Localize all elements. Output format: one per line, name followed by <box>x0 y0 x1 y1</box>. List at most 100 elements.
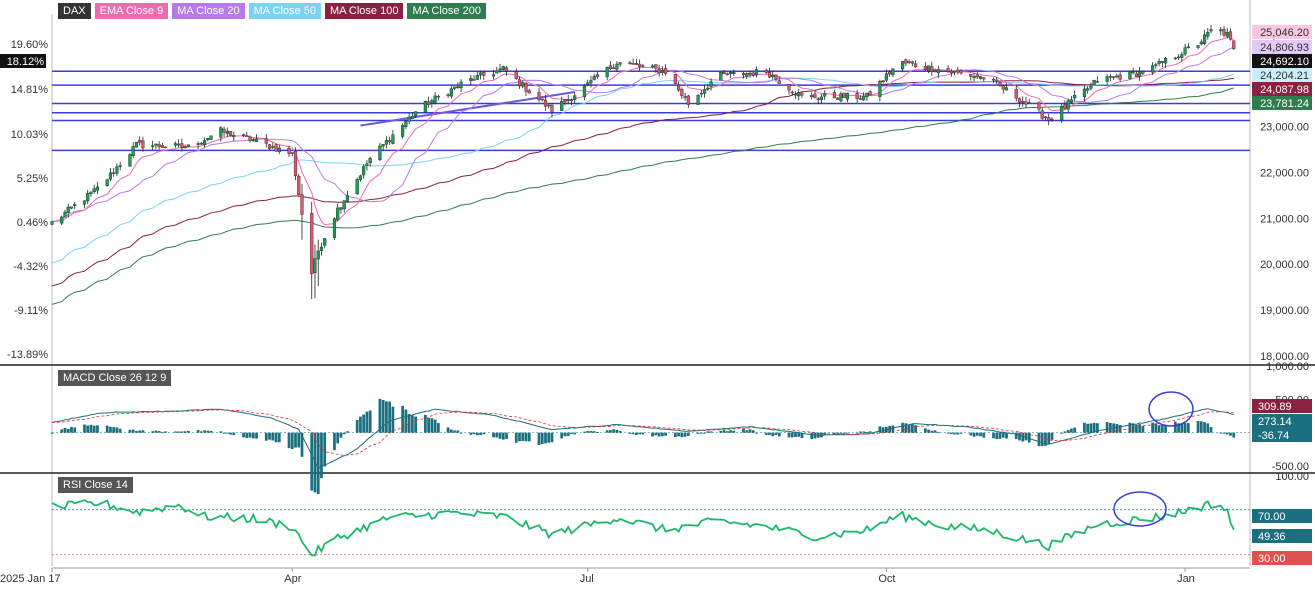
macd-histogram-bar <box>524 432 528 442</box>
candle-body <box>741 73 746 76</box>
macd-histogram-bar <box>206 430 210 433</box>
macd-histogram-bar <box>729 430 732 433</box>
candle-body <box>475 75 479 80</box>
candle-body <box>706 87 710 90</box>
macd-histogram-bar <box>323 432 327 467</box>
macd-histogram-bar <box>787 432 791 438</box>
macd-value-label: 309.89 <box>1258 401 1292 413</box>
macd-histogram-bar <box>316 432 320 495</box>
price-axis-tick-label: 22,000.00 <box>1260 167 1309 179</box>
rsi-legend: RSI Close 14 <box>58 477 133 493</box>
macd-histogram-bar <box>255 432 258 439</box>
candle-body <box>660 70 664 73</box>
candle-body <box>865 92 869 97</box>
candle-body <box>540 98 544 101</box>
candle-body <box>482 72 486 76</box>
macd-histogram-bar <box>677 432 680 437</box>
legend-item-ma-200[interactable]: MA Close 200 <box>407 3 486 19</box>
candle-body <box>1160 61 1164 63</box>
macd-histogram-bar <box>449 429 453 433</box>
macd-histogram-bar <box>141 430 145 433</box>
candle-body <box>615 63 619 70</box>
candle-body <box>290 152 294 154</box>
candle-body <box>651 65 655 68</box>
macd-histogram-bar <box>1196 421 1200 433</box>
macd-histogram-bar <box>50 432 54 434</box>
candle-body <box>381 144 385 147</box>
candle-body <box>1014 89 1018 99</box>
macd-histogram-bar <box>755 432 758 434</box>
macd-histogram-bar <box>180 431 184 433</box>
price-label: 23,781.24 <box>1260 98 1309 110</box>
macd-histogram-bar <box>183 431 187 433</box>
legend-item-ma-50[interactable]: MA Close 50 <box>248 3 321 19</box>
macd-histogram-bar <box>956 432 960 435</box>
price-label-badge <box>1252 54 1312 68</box>
macd-histogram-bar <box>362 414 366 433</box>
candle-body <box>319 246 324 251</box>
candle-body <box>355 179 359 195</box>
candle-body <box>664 68 668 74</box>
legend-item-ema-9[interactable]: EMA Close 9 <box>94 3 169 19</box>
candle-body <box>771 74 775 78</box>
macd-histogram-bar <box>673 432 677 438</box>
candle-body <box>1157 60 1161 64</box>
macd-histogram-bar <box>385 401 388 433</box>
candle-body <box>430 100 434 104</box>
macd-histogram-bar <box>105 425 109 433</box>
macd-histogram-bar <box>469 432 473 435</box>
macd-histogram-bar <box>287 432 291 449</box>
macd-histogram-bar <box>563 432 567 437</box>
candle-body <box>566 99 570 102</box>
macd-line <box>51 408 1234 469</box>
candle-body <box>719 72 723 81</box>
legend-item-dax[interactable]: DAX <box>58 3 91 19</box>
macd-histogram-bar <box>1199 421 1203 433</box>
candle-body <box>823 93 827 97</box>
candle-body <box>858 98 862 100</box>
candle-body <box>881 80 885 83</box>
macd-histogram-bar <box>745 430 749 433</box>
macd-histogram-bar <box>1225 432 1229 435</box>
macd-histogram-bar <box>732 430 736 433</box>
macd-histogram-bar <box>605 430 609 433</box>
x-axis-tick-label: 2025 Jan 17 <box>0 573 61 584</box>
candle-body <box>982 77 986 80</box>
macd-histogram-bar <box>1177 423 1180 433</box>
legend-item-rsi[interactable]: RSI Close 14 <box>58 477 133 493</box>
macd-histogram-bar <box>751 430 755 433</box>
legend-item-macd[interactable]: MACD Close 26 12 9 <box>58 370 172 386</box>
candle-body <box>787 84 791 91</box>
candle-body <box>728 72 733 75</box>
candle-body <box>878 80 882 97</box>
candle-body <box>819 96 824 101</box>
macd-histogram-bar <box>855 432 859 434</box>
price-label-badge <box>1252 25 1312 39</box>
candle-body <box>1050 118 1054 121</box>
candle-body <box>1151 65 1155 73</box>
candle-body <box>677 84 681 91</box>
macd-histogram-bar <box>433 419 437 433</box>
legend-item-ma-20[interactable]: MA Close 20 <box>172 3 245 19</box>
candle-body <box>1089 84 1093 89</box>
rsi-line <box>51 499 1235 557</box>
macd-histogram-bar <box>1118 425 1122 433</box>
macd-value-label: 273.14 <box>1258 416 1292 428</box>
macd-histogram-bar <box>810 432 814 440</box>
candle-body <box>956 69 960 73</box>
ma-100-line <box>51 78 1234 287</box>
candle-body <box>105 179 109 186</box>
candle-body <box>316 250 320 260</box>
price-label-badge <box>1252 40 1312 54</box>
percent-axis-tick-label: -9.11% <box>14 305 48 317</box>
candle-body <box>732 72 736 74</box>
legend-item-ma-100[interactable]: MA Close 100 <box>324 3 404 19</box>
candle-body <box>449 88 453 97</box>
macd-histogram-bar <box>320 432 323 479</box>
macd-histogram-bar <box>271 432 275 441</box>
candle-body <box>884 73 888 81</box>
candle-body <box>151 145 155 147</box>
candle-body <box>680 89 684 96</box>
macd-histogram-bar <box>1160 424 1164 433</box>
